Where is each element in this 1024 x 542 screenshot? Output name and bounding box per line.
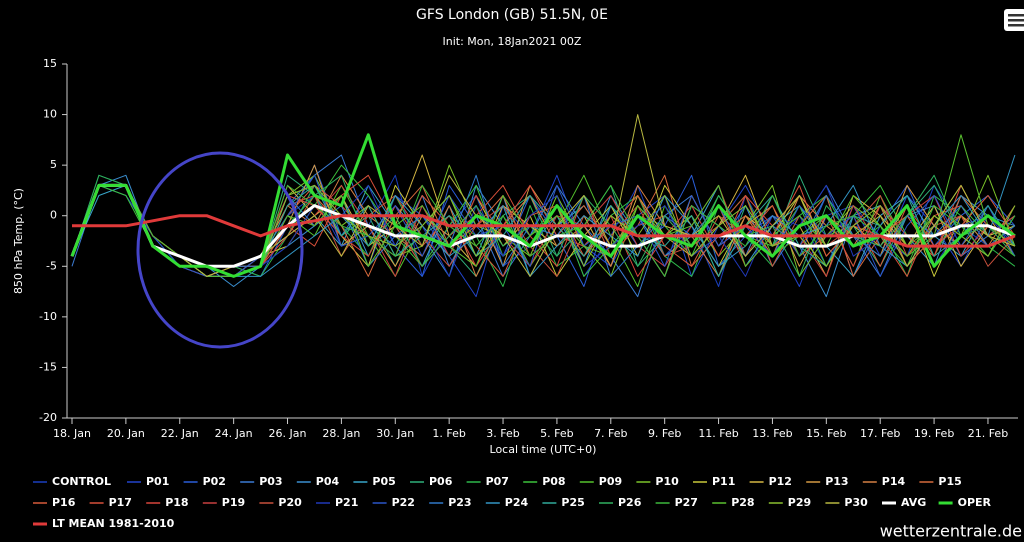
legend-label: P02 xyxy=(203,475,226,488)
legend-label: P04 xyxy=(316,475,340,488)
x-axis-label: Local time (UTC+0) xyxy=(490,443,597,456)
legend-label: P18 xyxy=(165,496,188,509)
legend-label: P14 xyxy=(882,475,906,488)
x-tick-label: 13. Feb xyxy=(752,427,792,440)
x-tick-label: 22. Jan xyxy=(161,427,199,440)
menu-bar xyxy=(1008,19,1024,22)
legend-label: P24 xyxy=(505,496,529,509)
y-tick-label: -15 xyxy=(39,360,57,373)
x-tick-label: 18. Jan xyxy=(53,427,91,440)
legend-label: P23 xyxy=(448,496,471,509)
menu-bar xyxy=(1008,24,1024,27)
menu-button[interactable] xyxy=(1004,9,1024,31)
legend-label: P06 xyxy=(429,475,453,488)
legend-label: P07 xyxy=(486,475,509,488)
x-tick-label: 3. Feb xyxy=(486,427,519,440)
x-tick-label: 30. Jan xyxy=(376,427,414,440)
legend-label: P22 xyxy=(392,496,415,509)
series-line xyxy=(71,114,1016,277)
legend-label: P19 xyxy=(222,496,245,509)
legend-label: OPER xyxy=(958,496,992,509)
x-tick-label: 11. Feb xyxy=(698,427,738,440)
x-tick-label: 9. Feb xyxy=(648,427,681,440)
x-tick-label: 7. Feb xyxy=(594,427,627,440)
legend-label: AVG xyxy=(901,496,926,509)
y-tick-label: 0 xyxy=(50,209,57,222)
x-tick-label: 21. Feb xyxy=(968,427,1008,440)
legend-label: P09 xyxy=(599,475,622,488)
x-tick-label: 19. Feb xyxy=(914,427,954,440)
x-tick-label: 24. Jan xyxy=(215,427,253,440)
x-tick-label: 28. Jan xyxy=(322,427,360,440)
legend-label: P01 xyxy=(146,475,169,488)
watermark: wetterzentrale.de xyxy=(880,522,1022,541)
legend-label: P16 xyxy=(52,496,76,509)
y-tick-label: 5 xyxy=(50,158,57,171)
x-tick-label: 15. Feb xyxy=(806,427,846,440)
legend-label: P21 xyxy=(335,496,358,509)
legend-label: P28 xyxy=(731,496,754,509)
legend-label: P11 xyxy=(712,475,735,488)
legend-label: P30 xyxy=(844,496,868,509)
chart-subtitle: Init: Mon, 18Jan2021 00Z xyxy=(443,35,582,48)
plot-area xyxy=(70,114,1016,298)
y-axis-label: 850 hPa Temp. (°C) xyxy=(12,188,25,294)
x-tick-label: 1. Feb xyxy=(432,427,465,440)
legend-label: P13 xyxy=(825,475,848,488)
x-tick-label: 17. Feb xyxy=(860,427,900,440)
legend-label: P15 xyxy=(938,475,961,488)
series-line xyxy=(72,214,1016,248)
x-tick-label: 5. Feb xyxy=(540,427,573,440)
legend-label: P03 xyxy=(259,475,282,488)
highlight-ellipse xyxy=(136,151,304,349)
y-tick-label: 15 xyxy=(43,57,57,70)
y-tick-label: -20 xyxy=(39,411,57,424)
legend-label: P12 xyxy=(769,475,792,488)
legend-label: P10 xyxy=(655,475,679,488)
legend-label: P08 xyxy=(542,475,565,488)
legend-label: P29 xyxy=(788,496,811,509)
legend-label: P25 xyxy=(561,496,584,509)
legend-label: P27 xyxy=(675,496,698,509)
x-tick-label: 20. Jan xyxy=(107,427,145,440)
legend-label: LT MEAN 1981-2010 xyxy=(52,517,175,530)
x-tick-label: 26. Jan xyxy=(269,427,307,440)
legend-label: P05 xyxy=(372,475,395,488)
y-tick-label: -5 xyxy=(46,259,57,272)
legend-label: P17 xyxy=(109,496,132,509)
y-tick-label: 10 xyxy=(43,108,57,121)
legend-label: P26 xyxy=(618,496,642,509)
y-tick-label: -10 xyxy=(39,310,57,323)
legend-label: CONTROL xyxy=(52,475,111,488)
chart-title: GFS London (GB) 51.5N, 0E xyxy=(416,7,608,23)
legend-label: P20 xyxy=(278,496,302,509)
menu-bar xyxy=(1008,14,1024,17)
